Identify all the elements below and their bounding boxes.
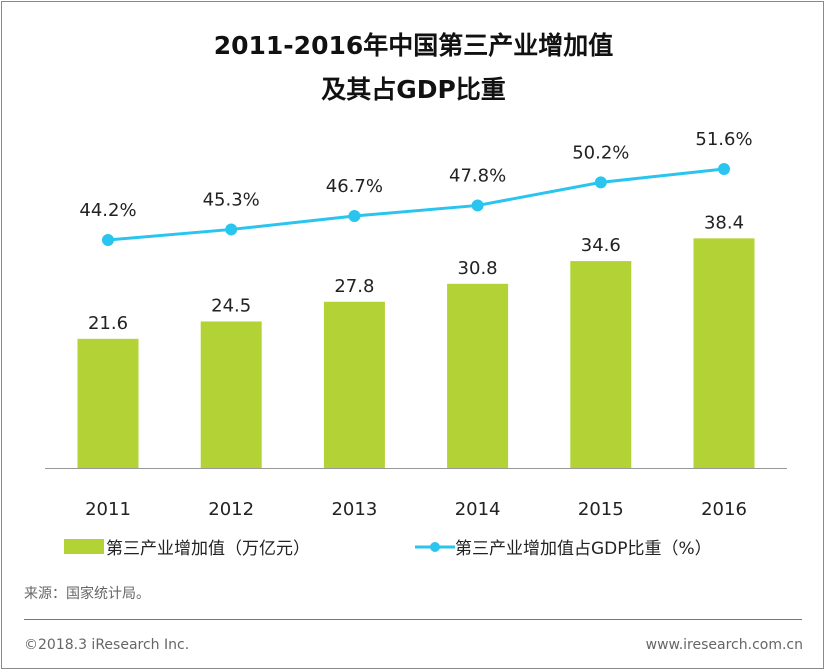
- bar: [323, 301, 385, 468]
- line-data-label: 47.8%: [449, 165, 506, 186]
- bar-data-label: 27.8: [334, 276, 374, 297]
- x-tick-label: 2012: [208, 499, 254, 520]
- x-tick-label: 2016: [701, 499, 747, 520]
- bar: [693, 238, 755, 468]
- chart-plot: 21.6 2011 24.5 2012 27.8 2013 30.8 2014 34.6 2015…: [45, 129, 787, 520]
- legend-bar-label: 第三产业增加值（万亿元）: [106, 539, 310, 559]
- legend-bar-swatch: [64, 539, 104, 554]
- line-point: [102, 234, 114, 246]
- website: www.iresearch.com.cn: [645, 637, 803, 653]
- bar: [570, 261, 632, 468]
- legend-line-label: 第三产业增加值占GDP比重（%）: [455, 539, 712, 559]
- footer-divider: [24, 619, 802, 620]
- line-series: [107, 167, 725, 242]
- chart-title-line-2: 及其占GDP比重: [321, 75, 506, 104]
- x-tick-label: 2013: [331, 499, 377, 520]
- line-data-label: 45.3%: [203, 189, 260, 210]
- legend-item-bar: 第三产业增加值（万亿元）: [64, 534, 310, 559]
- x-tick-label: 2014: [455, 499, 501, 520]
- line-point: [225, 223, 238, 236]
- line-data-label: 51.6%: [695, 129, 752, 150]
- line-point: [348, 210, 361, 222]
- line-point: [594, 176, 607, 189]
- chart-title-line-1: 2011-2016年中国第三产业增加值: [213, 31, 614, 60]
- bar-data-label: 38.4: [704, 212, 744, 233]
- bar: [200, 321, 262, 468]
- copyright: ©2018.3 iResearch Inc.: [24, 637, 190, 653]
- bar: [447, 283, 509, 468]
- bar: [77, 338, 139, 468]
- line-point: [718, 162, 730, 175]
- legend-line-marker: [415, 541, 455, 552]
- bar-data-label: 34.6: [581, 235, 621, 256]
- line-data-label: 50.2%: [572, 142, 629, 163]
- line-data-label: 46.7%: [326, 176, 383, 197]
- x-tick-label: 2015: [578, 499, 624, 520]
- legend-item-line: 第三产业增加值占GDP比重（%）: [415, 534, 712, 559]
- bar-data-label: 21.6: [88, 313, 128, 334]
- bar-data-label: 24.5: [211, 295, 251, 316]
- line-point: [471, 199, 484, 212]
- source-note: 来源：国家统计局。: [24, 586, 150, 602]
- line-data-label: 44.2%: [79, 200, 136, 221]
- x-tick-label: 2011: [85, 499, 131, 520]
- bar-data-label: 30.8: [458, 258, 498, 279]
